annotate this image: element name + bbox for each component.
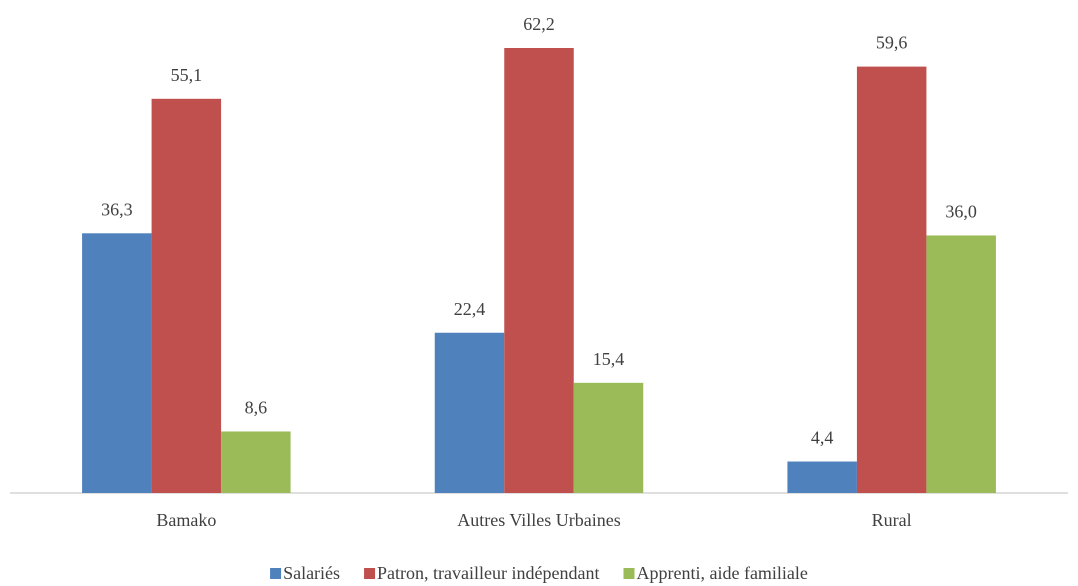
bar	[573, 382, 644, 493]
data-label: 36,3	[101, 199, 133, 219]
data-label: 36,0	[945, 202, 977, 222]
x-tick-label: Rural	[872, 510, 912, 530]
bar	[82, 233, 152, 493]
bar	[787, 461, 857, 493]
data-label: 55,1	[171, 65, 203, 85]
data-label: 22,4	[454, 299, 486, 319]
legend-label: Patron, travailleur indépendant	[377, 563, 599, 583]
legend-label: Salariés	[283, 563, 340, 583]
x-tick-label: Autres Villes Urbaines	[457, 510, 621, 530]
x-tick-label: Bamako	[156, 510, 216, 530]
legend-swatch	[623, 568, 635, 579]
legend-swatch	[270, 568, 282, 579]
data-label: 15,4	[593, 349, 625, 369]
data-label: 8,6	[245, 398, 268, 418]
bar	[926, 235, 996, 493]
bar	[151, 98, 222, 493]
bar	[434, 332, 505, 493]
data-label: 4,4	[811, 428, 834, 448]
legend-swatch	[364, 568, 376, 579]
bar	[221, 431, 291, 493]
data-label: 62,2	[523, 14, 555, 34]
data-label: 59,6	[876, 33, 908, 53]
bar	[504, 48, 574, 493]
legend-label: Apprenti, aide familiale	[636, 563, 807, 583]
bar	[856, 66, 927, 493]
